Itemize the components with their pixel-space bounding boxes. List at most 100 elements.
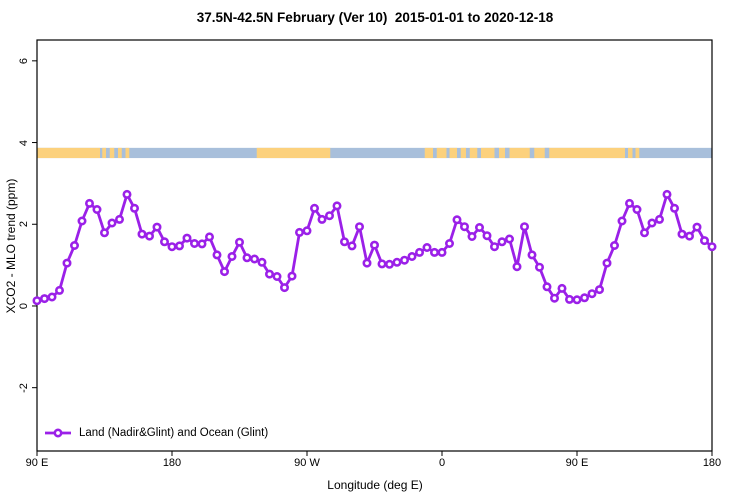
x-tick-label: 0: [438, 457, 446, 469]
data-point: [309, 203, 319, 213]
data-point: [632, 205, 642, 215]
legend-label: Land (Nadir&Glint) and Ocean (Glint): [79, 427, 269, 439]
data-point: [384, 259, 394, 269]
data-point: [579, 293, 589, 303]
data-point: [594, 285, 604, 295]
data-point: [677, 229, 687, 239]
data-point: [564, 294, 574, 304]
data-point: [362, 258, 372, 268]
data-point: [444, 239, 454, 249]
data-point: [542, 282, 552, 292]
ocean-strip: [37, 147, 712, 159]
ocean-patch: [544, 147, 550, 159]
data-point: [122, 189, 132, 199]
y-tick-label: -2: [18, 382, 30, 393]
land-segment: [102, 147, 106, 159]
data-point: [617, 216, 627, 226]
land-segment: [424, 147, 433, 159]
data-point: [137, 229, 147, 239]
land-segment: [635, 147, 640, 159]
data-point: [354, 222, 364, 232]
chart-title: 37.5N-42.5N February (Ver 10) 2015-01-01…: [196, 10, 554, 25]
data-point: [504, 234, 514, 244]
data-point: [414, 247, 424, 257]
data-point: [54, 285, 64, 295]
data-point: [279, 283, 289, 293]
data-point: [467, 232, 477, 242]
data-point: [482, 231, 492, 241]
data-point: [557, 283, 567, 293]
data-point: [587, 289, 597, 299]
data-point: [332, 201, 342, 211]
data-point: [115, 214, 125, 224]
data-point: [452, 215, 462, 225]
land-segment: [256, 147, 331, 159]
land-segment: [118, 147, 122, 159]
data-point: [145, 231, 155, 241]
data-point: [242, 253, 252, 263]
ocean-patch: [494, 147, 499, 159]
data-point: [205, 232, 215, 242]
data-point: [369, 240, 379, 250]
legend-marker-icon: [45, 428, 71, 438]
land-segment: [37, 147, 100, 159]
land-segment: [469, 147, 478, 159]
data-point: [684, 231, 694, 241]
data-point: [212, 250, 222, 260]
data-point: [100, 228, 110, 238]
data-point: [339, 237, 349, 247]
data-point: [392, 257, 402, 267]
y-tick-label: 2: [18, 221, 30, 228]
data-point: [429, 247, 439, 257]
data-point: [624, 198, 634, 208]
data-point: [190, 239, 200, 249]
ocean-patch: [505, 147, 510, 159]
data-point: [152, 222, 162, 232]
data-point: [175, 241, 185, 251]
data-point: [572, 295, 582, 305]
data-point: [182, 233, 192, 243]
data-point: [609, 241, 619, 251]
legend: Land (Nadir&Glint) and Ocean (Glint): [44, 427, 268, 439]
data-point: [347, 241, 357, 251]
x-tick-label: 90 E: [565, 457, 589, 469]
data-point: [287, 271, 297, 281]
data-point: [302, 226, 312, 236]
land-segment: [109, 147, 115, 159]
data-point: [92, 205, 102, 215]
data-point: [602, 258, 612, 268]
data-point: [662, 189, 672, 199]
land-segment: [449, 147, 457, 159]
data-point: [272, 271, 282, 281]
y-tick-label: 0: [18, 302, 30, 310]
data-point: [167, 242, 177, 252]
x-tick-label: 180: [162, 457, 182, 469]
data-point: [422, 243, 432, 253]
data-point: [70, 241, 80, 251]
data-point: [324, 211, 334, 221]
land-segment: [481, 147, 625, 159]
data-point: [257, 257, 267, 267]
data-point: [399, 255, 409, 265]
land-segment: [125, 147, 130, 159]
data-point: [527, 250, 537, 260]
data-point: [647, 218, 657, 228]
data-point: [294, 227, 304, 237]
data-point: [32, 296, 42, 306]
data-point: [197, 239, 207, 249]
data-point: [317, 214, 327, 224]
data-point: [85, 198, 95, 208]
data-point: [160, 237, 170, 247]
data-point: [227, 252, 237, 262]
land-segment: [436, 147, 447, 159]
data-point: [250, 254, 260, 264]
data-point: [459, 222, 469, 232]
data-point: [639, 228, 649, 238]
data-point: [39, 294, 49, 304]
data-point: [474, 223, 484, 233]
data-point: [489, 242, 499, 252]
data-point: [669, 203, 679, 213]
data-point: [699, 236, 709, 246]
